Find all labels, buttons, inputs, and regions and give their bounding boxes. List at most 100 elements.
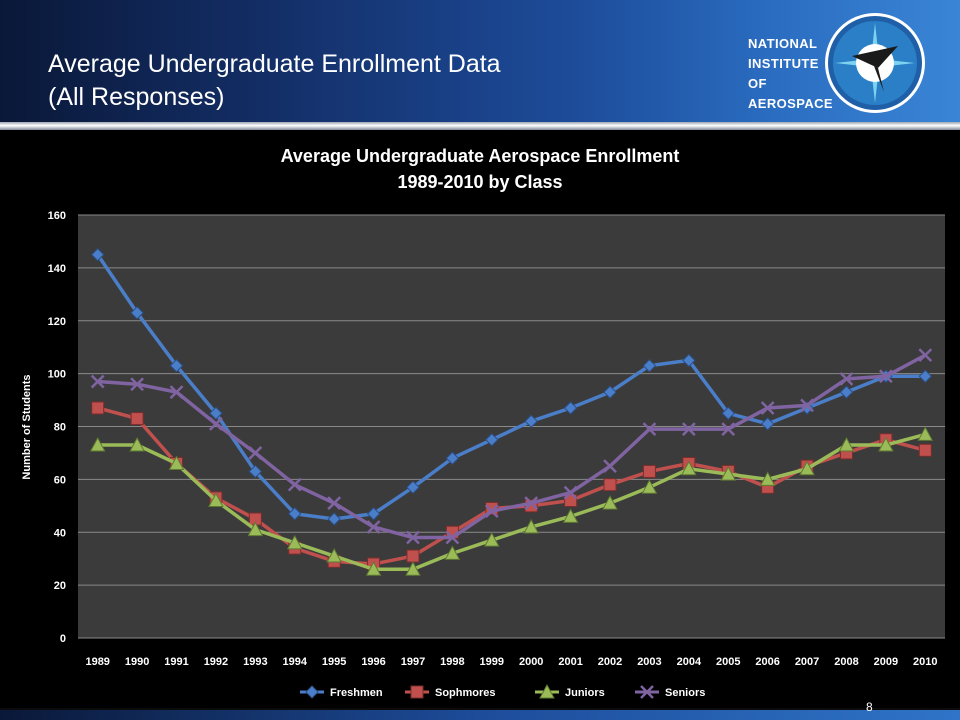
chart-title: Average Undergraduate Aerospace Enrollme… [281, 146, 680, 166]
data-point [759, 471, 776, 486]
y-axis-label: Number of Students [21, 374, 33, 479]
data-point [366, 507, 381, 521]
x-tick-label: 1992 [204, 656, 228, 668]
data-point [524, 414, 538, 428]
legend-item: Sophmores [405, 685, 496, 699]
data-point [130, 306, 144, 320]
logo-text: National Institute of Aerospace [748, 34, 833, 114]
data-point [484, 504, 499, 518]
data-point [720, 466, 737, 481]
data-point [327, 512, 341, 526]
data-point [640, 685, 654, 699]
x-tick-label: 1994 [283, 656, 308, 668]
data-point [90, 374, 105, 389]
data-point [523, 518, 540, 534]
data-point [445, 530, 460, 545]
legend-label: Freshmen [330, 687, 383, 699]
data-point [917, 426, 934, 441]
data-point [602, 495, 618, 510]
data-point [130, 377, 144, 392]
data-point [681, 460, 697, 476]
y-tick-label: 80 [54, 422, 66, 434]
y-tick-label: 160 [48, 210, 66, 222]
x-tick-label: 2001 [558, 656, 582, 668]
data-point [89, 436, 106, 452]
data-point [365, 561, 382, 576]
x-tick-label: 2000 [519, 656, 543, 668]
y-tick-label: 100 [48, 369, 66, 381]
data-point [169, 358, 184, 373]
data-point [682, 353, 696, 368]
data-point [918, 348, 933, 363]
data-point [878, 436, 894, 452]
data-point [760, 417, 775, 431]
x-tick-label: 2004 [677, 656, 702, 668]
y-axis-ticks: 0 20 40 60 80 100 120 140 160 [48, 210, 66, 645]
slide-title-line-2: (All Responses) [48, 83, 225, 111]
data-point [129, 436, 145, 452]
data-point [168, 455, 185, 471]
data-point [406, 530, 420, 545]
data-point [406, 549, 420, 563]
data-point [760, 401, 775, 415]
x-tick-label: 2006 [755, 656, 779, 668]
x-tick-label: 1991 [164, 656, 188, 668]
data-point [563, 401, 578, 415]
nia-logo: National Institute of Aerospace [748, 10, 928, 120]
data-point [366, 520, 381, 534]
data-point [721, 406, 735, 420]
data-point [209, 416, 223, 431]
data-point [485, 433, 499, 447]
legend-item: Seniors [635, 685, 705, 699]
data-point [248, 464, 263, 479]
chart-legend: Freshmen Sophmores Juniors Seniors [300, 683, 705, 699]
data-point [410, 685, 424, 699]
footer-band [0, 710, 960, 720]
data-point [286, 534, 303, 550]
legend-label: Seniors [665, 687, 705, 699]
data-point [918, 369, 933, 383]
data-point [641, 479, 658, 494]
slide-title: Average Undergraduate Enrollment Data (A… [48, 48, 501, 114]
data-point [483, 532, 500, 547]
data-point [405, 561, 421, 576]
x-tick-label: 2003 [637, 656, 661, 668]
chart-subtitle: 1989-2010 by Class [397, 172, 562, 192]
x-tick-label: 1990 [125, 656, 149, 668]
data-point [91, 401, 105, 415]
legend-item: Freshmen [300, 685, 383, 699]
logo-text-line-1: National [748, 36, 818, 51]
series-line [97, 353, 927, 540]
x-tick-label: 2002 [598, 656, 622, 668]
legend-label: Juniors [565, 687, 605, 699]
data-point [799, 460, 815, 476]
x-tick-label: 2008 [834, 656, 858, 668]
y-tick-label: 60 [54, 474, 66, 486]
series-juniors [89, 426, 934, 576]
logo-text-line-2: Institute of [748, 56, 819, 91]
header-divider [0, 122, 960, 130]
data-point [524, 496, 539, 511]
data-point [839, 385, 854, 399]
data-point [603, 385, 617, 399]
data-point [287, 477, 302, 492]
series-seniors [90, 348, 933, 545]
y-tick-label: 120 [48, 316, 66, 328]
data-series [89, 247, 934, 576]
data-point [642, 358, 657, 373]
y-tick-label: 40 [54, 527, 66, 539]
data-point [564, 494, 578, 508]
slide-title-line-1: Average Undergraduate Enrollment Data [48, 50, 501, 78]
data-point [603, 459, 617, 474]
data-point [879, 369, 893, 384]
data-point [445, 451, 460, 465]
series-line [97, 432, 926, 572]
legend-label: Sophmores [435, 687, 496, 699]
data-point [444, 545, 461, 560]
x-tick-label: 2010 [913, 656, 937, 668]
data-point [169, 385, 184, 400]
data-point [208, 492, 224, 508]
y-tick-label: 0 [60, 633, 66, 645]
data-point [642, 464, 656, 478]
enrollment-line-chart: Average Undergraduate Aerospace Enrollme… [21, 146, 945, 699]
